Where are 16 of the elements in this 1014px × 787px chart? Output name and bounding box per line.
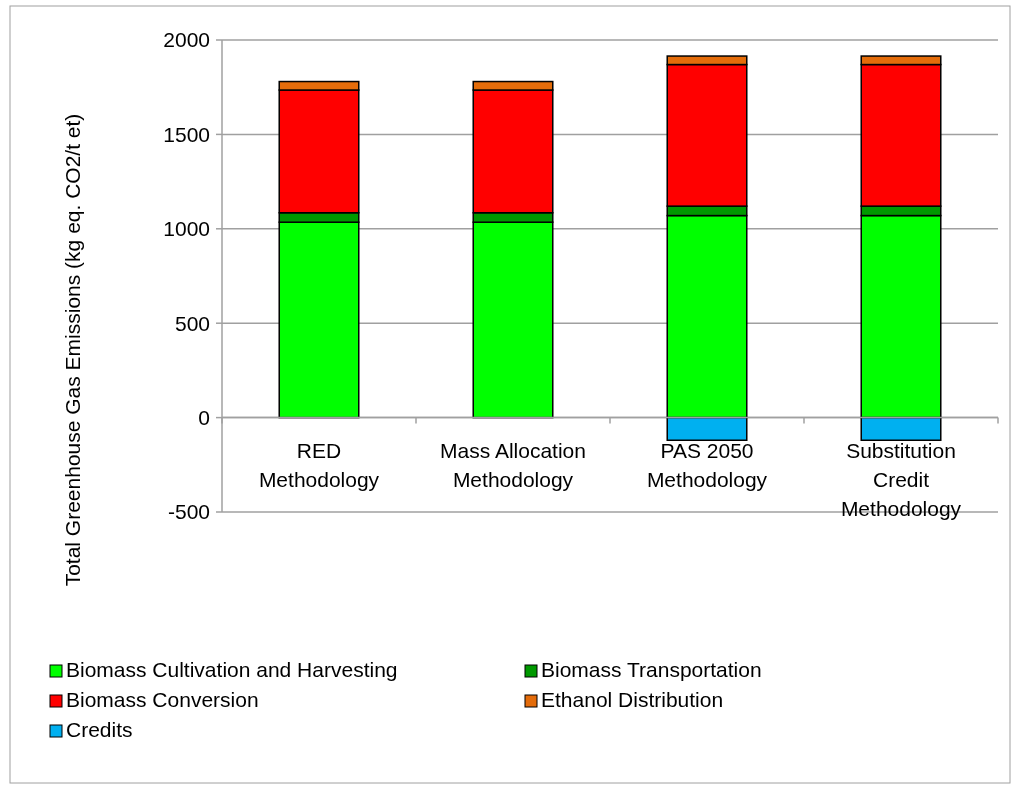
y-tick-label: -500 xyxy=(167,500,210,524)
y-tick-label: 0 xyxy=(198,405,210,429)
x-tick-label: PAS 2050 Methodology xyxy=(646,438,768,491)
y-tick-label: 2000 xyxy=(163,28,210,52)
legend-label: Biomass Transportation xyxy=(541,658,762,681)
y-tick-label: 1000 xyxy=(163,217,210,241)
x-tick-label: Mass Allocation Methodology xyxy=(440,438,586,491)
x-tick-label: Substitution Credit Methodology xyxy=(840,438,962,520)
y-tick-label: 1500 xyxy=(163,122,210,146)
y-axis-title: Total Greenhouse Gas Emissions (kg eq. CO2/t et) xyxy=(61,113,84,587)
legend-label: Credits xyxy=(66,718,133,741)
legend-label: Biomass Cultivation and Harvesting xyxy=(66,658,398,681)
y-tick-label: 500 xyxy=(174,311,210,335)
legend-label: Biomass Conversion xyxy=(66,688,259,711)
x-tick-label: RED Methodology xyxy=(258,438,380,491)
legend-label: Ethanol Distribution xyxy=(541,688,724,711)
